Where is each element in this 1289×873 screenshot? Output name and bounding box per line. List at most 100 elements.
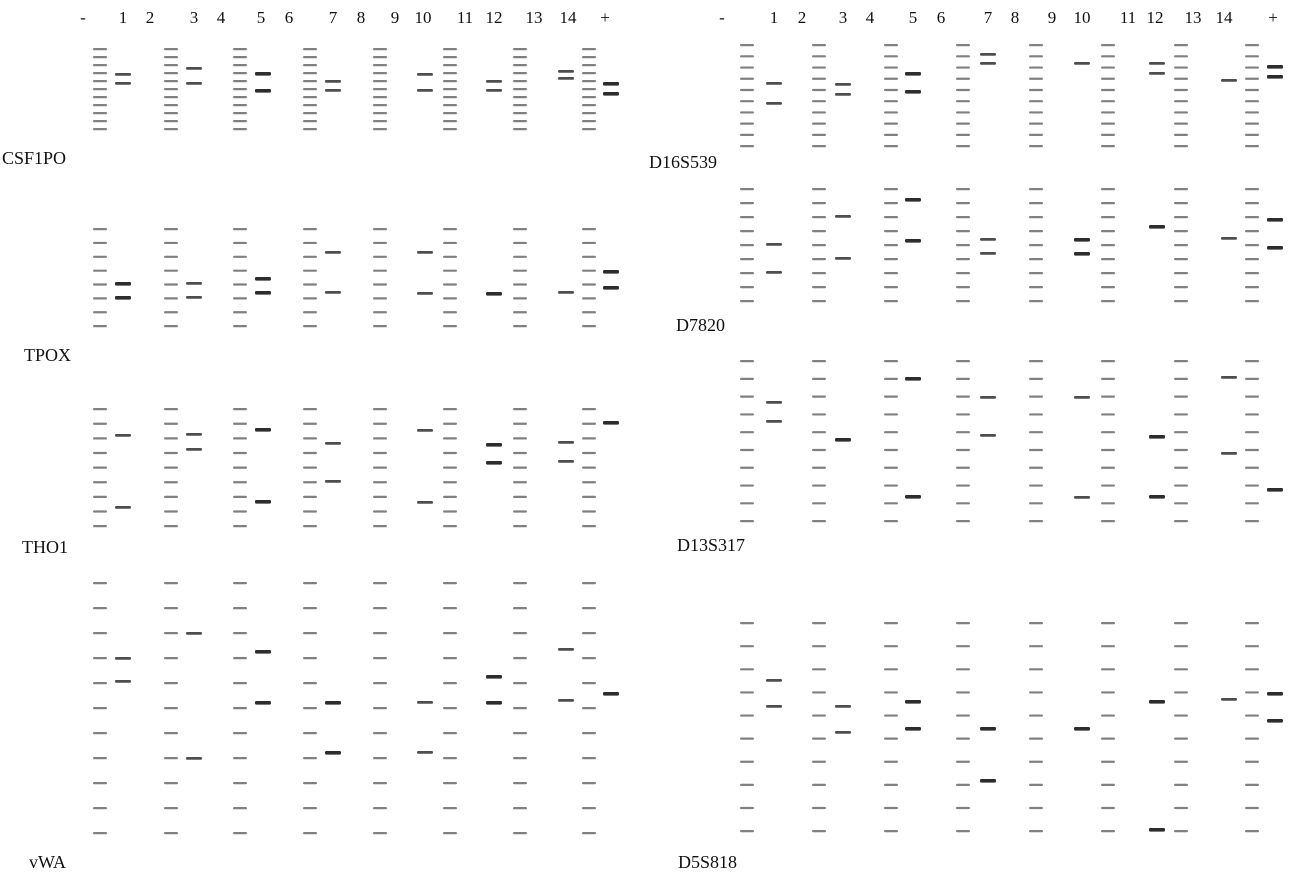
ladder-band xyxy=(1245,645,1259,648)
ladder-band xyxy=(884,300,898,303)
ladder-band xyxy=(740,760,754,763)
locus-label: THO1 xyxy=(22,537,68,557)
ladder-band xyxy=(812,188,826,191)
allele-band xyxy=(766,679,782,682)
ladder-band xyxy=(1245,122,1259,125)
ladder-band xyxy=(443,682,457,685)
ladder-band xyxy=(443,241,457,245)
ladder-band xyxy=(513,120,527,123)
ladder-band xyxy=(443,64,457,67)
ladder-band xyxy=(513,112,527,115)
ladder-band xyxy=(740,272,754,275)
ladder-band xyxy=(956,502,970,505)
ladder-band xyxy=(956,830,970,833)
ladder-band xyxy=(1029,244,1043,247)
ladder-band xyxy=(233,757,247,760)
ladder-band xyxy=(443,437,457,440)
ladder-band xyxy=(443,481,457,484)
lane-label: 13 xyxy=(525,8,543,27)
ladder-band xyxy=(884,216,898,219)
ladder-band xyxy=(233,64,247,67)
ladder-band xyxy=(513,495,527,498)
ladder-band xyxy=(582,283,596,286)
ladder-band xyxy=(582,481,596,484)
ladder-band xyxy=(93,104,107,107)
allele-band xyxy=(486,80,502,83)
ladder-band xyxy=(373,112,387,115)
ladder-band xyxy=(164,408,178,411)
ladder-band xyxy=(740,466,754,469)
ladder-band xyxy=(582,80,596,83)
ladder-band xyxy=(812,122,826,125)
ladder-band xyxy=(164,48,178,51)
ladder-band xyxy=(373,325,387,328)
ladder-band xyxy=(373,510,387,513)
ladder-band xyxy=(373,283,387,286)
ladder-band xyxy=(1101,202,1115,205)
ladder-band xyxy=(233,297,247,300)
allele-band xyxy=(1221,376,1237,379)
ladder-band xyxy=(303,632,317,635)
ladder-band xyxy=(443,228,457,231)
ladder-band xyxy=(884,431,898,434)
ladder-band xyxy=(443,525,457,528)
ladder-band xyxy=(884,645,898,648)
ladder-band xyxy=(582,422,596,425)
ladder-band xyxy=(1029,806,1043,810)
ladder-band xyxy=(1101,88,1115,92)
allele-band xyxy=(766,271,782,274)
ladder-band xyxy=(1245,466,1259,469)
ladder-band xyxy=(513,481,527,484)
ladder-band xyxy=(812,286,826,289)
allele-band xyxy=(115,282,131,286)
ladder-band xyxy=(740,806,754,810)
ladder-band xyxy=(1101,272,1115,275)
ladder-band xyxy=(582,241,596,245)
ladder-band xyxy=(956,145,970,148)
ladder-band xyxy=(164,112,178,115)
ladder-band xyxy=(1245,88,1259,92)
ladder-band xyxy=(233,56,247,59)
ladder-band xyxy=(812,448,826,452)
ladder-band xyxy=(233,632,247,635)
ladder-band xyxy=(303,451,317,455)
ladder-band xyxy=(884,395,898,398)
ladder-band xyxy=(164,104,178,107)
ladder-band xyxy=(740,300,754,303)
ladder-band xyxy=(1101,830,1115,833)
allele-band xyxy=(603,421,619,425)
ladder-band xyxy=(956,100,970,103)
ladder-band xyxy=(884,830,898,833)
allele-band xyxy=(1074,396,1090,399)
lane-label: 13 xyxy=(1184,8,1202,27)
ladder-band xyxy=(956,377,970,380)
locus-label: D5S818 xyxy=(678,852,738,872)
ladder-band xyxy=(443,128,457,131)
ladder-band xyxy=(1245,300,1259,303)
ladder-band xyxy=(884,230,898,233)
ladder-band xyxy=(812,258,826,261)
allele-band xyxy=(186,296,202,299)
ladder-band xyxy=(303,607,317,610)
ladder-band xyxy=(812,300,826,303)
ladder-band xyxy=(884,691,898,694)
lane-label: 1 xyxy=(118,8,128,27)
ladder-band xyxy=(812,44,826,47)
ladder-band xyxy=(1174,413,1188,416)
allele-band xyxy=(255,701,271,705)
ladder-band xyxy=(1029,737,1043,740)
ladder-band xyxy=(1029,413,1043,416)
ladder-band xyxy=(513,228,527,231)
ladder-band xyxy=(812,466,826,469)
ladder-band xyxy=(303,495,317,498)
ladder-band xyxy=(582,657,596,660)
ladder-band xyxy=(1101,448,1115,452)
allele-band xyxy=(1267,65,1283,69)
ladder-band xyxy=(740,133,754,136)
ladder-band xyxy=(373,607,387,610)
ladder-band xyxy=(582,582,596,585)
ladder-band xyxy=(93,682,107,685)
ladder-band xyxy=(513,607,527,610)
ladder-band xyxy=(164,283,178,286)
lane-label: 1 xyxy=(769,8,779,27)
